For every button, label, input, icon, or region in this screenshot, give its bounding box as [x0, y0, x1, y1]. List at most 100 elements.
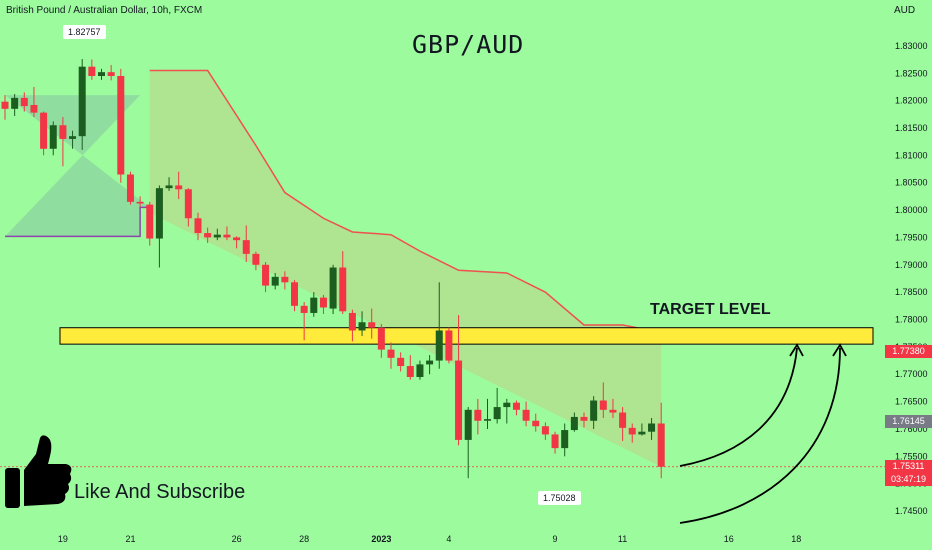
candle-body: [213, 234, 221, 238]
candle-body: [88, 66, 96, 76]
candle-body: [416, 364, 424, 377]
candle-body: [136, 201, 144, 204]
target-level-label: TARGET LEVEL: [650, 301, 771, 318]
trailing-stop-lower: [5, 206, 150, 238]
y-tick-label: 1.81000: [895, 150, 928, 160]
y-tick-label: 1.76500: [895, 397, 928, 407]
candle-body: [194, 218, 202, 234]
projection-arrow: [679, 347, 798, 467]
candle-body: [397, 357, 405, 367]
candle-body: [580, 416, 588, 421]
y-tick-label: 1.77000: [895, 369, 928, 379]
candle-body: [455, 360, 463, 440]
x-tick-label: 28: [299, 534, 309, 544]
candle-body: [30, 104, 38, 113]
candle-body: [242, 240, 250, 254]
y-tick-label: 1.82000: [895, 96, 928, 106]
countdown-tag: 03:47:19: [885, 473, 932, 486]
projection-arrow: [679, 347, 841, 524]
candle-body: [49, 125, 57, 149]
candle-body: [551, 434, 559, 449]
y-tick-label: 1.74500: [895, 506, 928, 516]
candle-body: [426, 360, 434, 365]
low-price-callout: 1.75028: [538, 491, 581, 505]
candle-body: [619, 412, 627, 428]
like-subscribe-text: Like And Subscribe: [74, 481, 246, 503]
x-tick-label: 16: [724, 534, 734, 544]
candle-body: [590, 400, 598, 421]
candle-body: [561, 430, 569, 449]
x-tick-label: 26: [232, 534, 242, 544]
candle-body: [40, 112, 48, 149]
currency-label: AUD: [894, 5, 916, 16]
candle-body: [184, 189, 192, 219]
candle-body: [339, 267, 347, 312]
candle-body: [1, 101, 9, 109]
thumbs-up-icon: [2, 432, 74, 512]
candle-body: [319, 297, 327, 308]
candle-body: [175, 185, 183, 190]
candle-body: [358, 322, 366, 331]
candle-body: [310, 297, 318, 313]
candle-body: [300, 305, 308, 313]
candle-body: [657, 423, 665, 467]
x-tick-label: 9: [553, 534, 558, 544]
candle-body: [348, 312, 356, 331]
y-tick-label: 1.75500: [895, 451, 928, 461]
candle-body: [599, 400, 607, 410]
candle-body: [291, 282, 298, 306]
trail-zone-lower: [5, 95, 150, 237]
y-tick-label: 1.79500: [895, 232, 928, 242]
candle-body: [165, 185, 173, 189]
candle-body: [329, 267, 337, 309]
y-tick-label: 1.83000: [895, 41, 928, 51]
candle-body: [648, 423, 656, 432]
candle-body: [223, 234, 231, 238]
candle-body: [512, 402, 520, 410]
y-tick-label: 1.78000: [895, 315, 928, 325]
x-tick-label: 19: [58, 534, 68, 544]
candle-body: [146, 204, 154, 239]
candle-body: [281, 276, 289, 283]
x-tick-label: 18: [791, 534, 801, 544]
projection-arrowhead: [832, 343, 847, 357]
candle-body: [377, 327, 385, 350]
y-tick-label: 1.80500: [895, 178, 928, 188]
target-zone: [59, 327, 874, 345]
candle-body: [117, 75, 125, 175]
candle-body: [233, 237, 241, 241]
y-tick-label: 1.82500: [895, 68, 928, 78]
candle-body: [387, 349, 395, 358]
candle-body: [98, 72, 105, 76]
y-tick-label: 1.76000: [895, 424, 928, 434]
y-tick-label: 1.80000: [895, 205, 928, 215]
candle-body: [638, 431, 646, 435]
mid-price-tag: 1.76145: [885, 415, 932, 428]
candle-body: [464, 409, 472, 440]
x-tick-label: 2023: [371, 534, 391, 544]
candle-body: [155, 188, 163, 239]
x-tick-label: 4: [446, 534, 451, 544]
y-tick-label: 1.78500: [895, 287, 928, 297]
y-tick-label: 1.81500: [895, 123, 928, 133]
candle-body: [570, 416, 578, 431]
candle-body: [107, 72, 115, 76]
candle-body: [435, 330, 443, 361]
candle-body: [59, 125, 67, 139]
candle-body: [78, 66, 86, 137]
last-price-tag: 1.75311: [885, 460, 932, 473]
candle-body: [474, 409, 482, 421]
candle-body: [484, 419, 491, 421]
projection-arrowhead: [789, 343, 804, 357]
chart-title: GBP/AUD: [412, 30, 525, 59]
trail-zone-upper: [149, 70, 662, 467]
candle-body: [503, 402, 511, 408]
candle-body: [368, 322, 376, 328]
candle-body: [252, 253, 260, 265]
candle-body: [541, 426, 549, 435]
candle-body: [69, 136, 77, 139]
candle-body: [11, 97, 19, 109]
candle-body: [406, 366, 414, 377]
